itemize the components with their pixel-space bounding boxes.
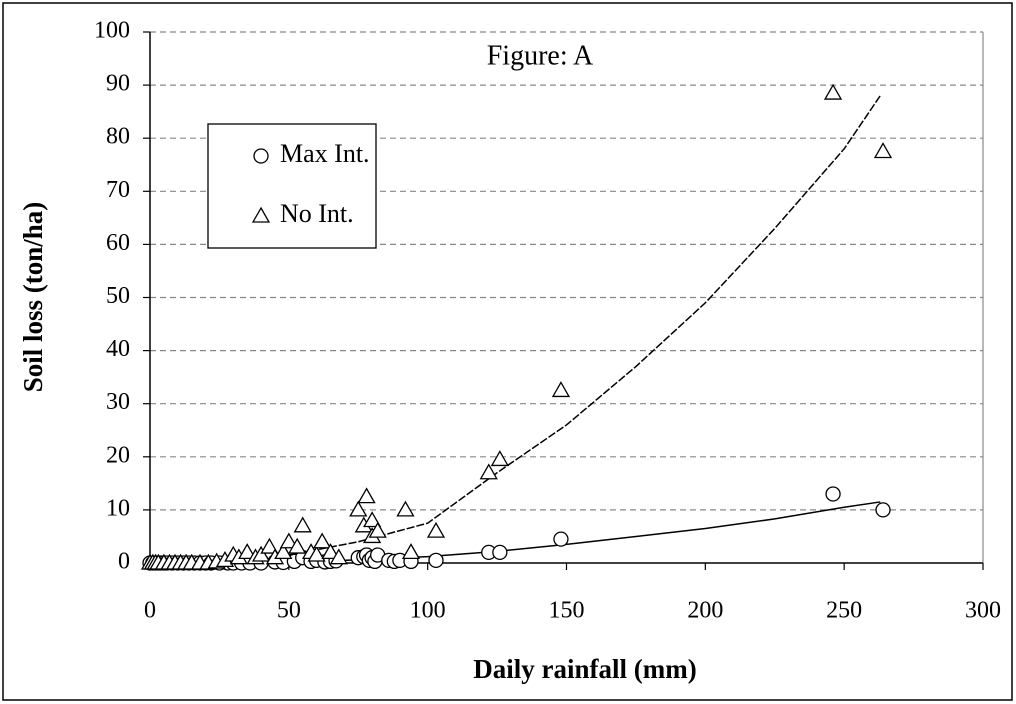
- point: [313, 532, 332, 549]
- y-tick-label: 50: [106, 283, 130, 309]
- point: [490, 450, 509, 467]
- point: [396, 500, 415, 517]
- legend-label: No Int.: [280, 199, 354, 228]
- x-tick-label: 200: [687, 598, 723, 624]
- point: [357, 487, 376, 504]
- x-tick-label: 300: [965, 598, 1001, 624]
- point: [251, 545, 271, 562]
- legend-marker: [253, 148, 269, 164]
- y-tick-label: 80: [106, 124, 130, 150]
- point: [401, 543, 421, 560]
- y-tick-label: 30: [106, 389, 130, 415]
- y-tick-label: 60: [106, 230, 130, 256]
- point: [551, 381, 571, 398]
- point: [492, 544, 508, 561]
- x-tick-label: 250: [826, 598, 862, 624]
- y-tick-label: 10: [106, 495, 130, 521]
- legend-label: Max Int.: [280, 139, 370, 168]
- chart-title: Figure: A: [487, 40, 594, 71]
- point: [238, 543, 257, 560]
- point: [307, 545, 326, 562]
- legend-marker: [251, 206, 271, 223]
- y-axis-title: Soil loss (ton/ha): [18, 202, 48, 393]
- point: [321, 543, 340, 560]
- x-tick-label: 100: [410, 598, 446, 624]
- point: [426, 521, 446, 538]
- x-tick-label: 0: [144, 598, 156, 624]
- x-tick-label: 50: [277, 598, 301, 624]
- point: [368, 521, 387, 538]
- y-tick-label: 100: [94, 18, 130, 44]
- x-axis-title: Daily rainfall (mm): [473, 654, 696, 684]
- point: [873, 142, 893, 159]
- y-tick-label: 20: [106, 442, 130, 468]
- point: [279, 532, 298, 549]
- point: [293, 516, 312, 533]
- point: [363, 511, 382, 528]
- point: [288, 537, 307, 554]
- point: [825, 486, 841, 502]
- point: [875, 502, 891, 518]
- y-tick-label: 0: [118, 549, 130, 575]
- point: [329, 548, 348, 565]
- point: [428, 552, 444, 568]
- y-tick-label: 40: [106, 336, 130, 362]
- point: [823, 83, 843, 100]
- point: [349, 500, 368, 517]
- legend-box: [207, 123, 377, 249]
- point: [260, 537, 279, 554]
- point: [479, 463, 498, 480]
- y-tick-label: 90: [106, 71, 130, 97]
- point: [553, 531, 569, 547]
- point: [274, 543, 293, 560]
- y-tick-label: 70: [106, 177, 130, 203]
- x-tick-label: 150: [549, 598, 585, 624]
